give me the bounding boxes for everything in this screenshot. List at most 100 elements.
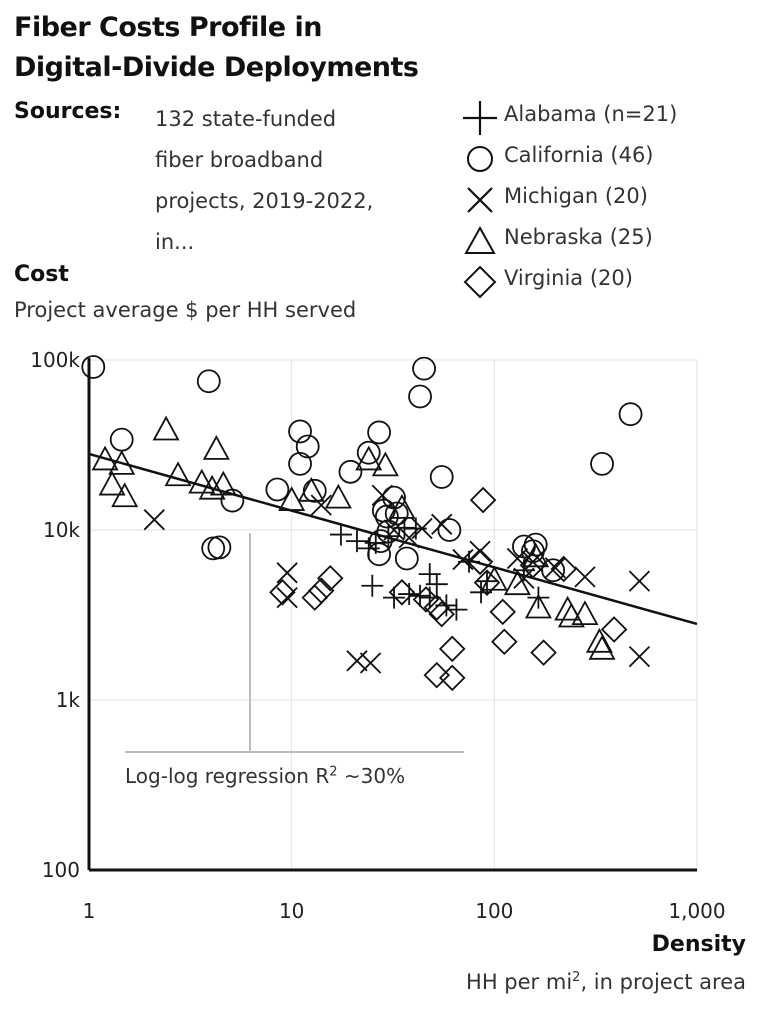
- x-axis-unit: HH per mi: [466, 970, 573, 994]
- nebraska-point: [480, 565, 508, 591]
- virginia-point: [530, 639, 557, 666]
- regression-annotation: Log-log regression R2 ~30%: [125, 764, 405, 788]
- california-point: [412, 356, 436, 381]
- x-tick-label: 1: [83, 899, 96, 923]
- california-point: [367, 542, 391, 567]
- nebraska-point: [188, 468, 216, 494]
- california-point: [356, 440, 381, 465]
- circle-marker-icon: [467, 146, 493, 172]
- legend-label: California (46): [504, 143, 654, 167]
- michigan-point: [276, 587, 298, 609]
- legend-label: Alabama (n=21): [504, 102, 678, 126]
- nebraska-point: [152, 415, 180, 441]
- x-axis-unit-suffix: , in project area: [580, 970, 746, 994]
- x-tick-label: 1,000: [668, 899, 725, 923]
- nebraska-point: [554, 595, 582, 621]
- virginia-point: [428, 600, 455, 628]
- nebraska-point: [524, 593, 552, 619]
- virginia-point: [423, 594, 451, 621]
- y-tick-label: 10k: [43, 518, 80, 542]
- michigan-point: [143, 509, 165, 531]
- legend-label: Virginia (20): [504, 266, 633, 290]
- nebraska-point: [209, 470, 237, 496]
- california-point: [437, 518, 462, 542]
- y-tick-label: 1k: [56, 688, 81, 712]
- legend-label: Michigan (20): [504, 184, 648, 208]
- michigan-point: [431, 513, 453, 535]
- virginia-point: [412, 586, 440, 613]
- virginia-point: [308, 577, 335, 604]
- virginia-point: [469, 486, 497, 514]
- virginia-point: [489, 598, 516, 626]
- california-point: [196, 369, 221, 394]
- california-point: [618, 402, 643, 427]
- michigan-point: [469, 540, 491, 562]
- regression-line: [88, 452, 698, 626]
- michigan-point: [276, 562, 298, 584]
- virginia-point: [316, 565, 344, 592]
- annotation-value: ~30%: [337, 764, 406, 788]
- x-axis-unit-superscript: 2: [572, 970, 581, 985]
- alabama-point: [425, 573, 448, 596]
- nebraska-point: [355, 445, 383, 471]
- nebraska-point: [571, 600, 599, 626]
- virginia-point: [491, 628, 518, 656]
- alabama-point: [527, 586, 550, 609]
- nebraska-point: [297, 476, 325, 502]
- virginia-point: [473, 569, 501, 596]
- axes: [87, 358, 697, 872]
- nebraska-point: [108, 449, 136, 475]
- california-point: [109, 427, 134, 452]
- michigan-point: [411, 517, 433, 540]
- nebraska-point: [503, 570, 531, 596]
- gridlines: [88, 359, 698, 871]
- michigan-point: [359, 652, 382, 674]
- x-marker-icon: [467, 187, 493, 213]
- alabama-point: [345, 530, 368, 553]
- title-line-2: Digital-Divide Deployments: [14, 52, 419, 83]
- california-point: [288, 451, 312, 476]
- diamond-marker-icon: [463, 265, 497, 299]
- nebraska-point: [202, 435, 230, 460]
- x-tick-label: 100: [475, 899, 513, 923]
- sources-line: fiber broadband: [155, 148, 324, 172]
- sources-line: in...: [155, 230, 195, 254]
- y-tick-label: 100: [42, 858, 80, 882]
- nebraska-point: [588, 634, 616, 660]
- california-point: [367, 420, 391, 445]
- michigan-point: [346, 650, 368, 672]
- nebraska-point: [585, 627, 613, 653]
- sources-label: Sources:: [14, 99, 122, 124]
- data-points: [81, 355, 651, 692]
- plus-marker-icon: [463, 101, 497, 135]
- chart-title: Fiber Costs Profile in Digital-Divide De…: [14, 8, 419, 88]
- nebraska-point: [91, 445, 119, 471]
- x-axis-title: Density: [651, 932, 746, 957]
- michigan-point: [522, 551, 544, 573]
- alabama-point: [409, 584, 432, 607]
- annotation-text: Log-log regression R: [125, 764, 330, 788]
- x-tick-label: 10: [279, 899, 304, 923]
- y-axis-title: Cost: [14, 262, 69, 287]
- michigan-point: [544, 557, 566, 579]
- michigan-point: [574, 566, 596, 588]
- regression-line-group: [88, 452, 698, 626]
- virginia-point: [466, 548, 494, 576]
- nebraska-point: [388, 493, 416, 519]
- virginia-point: [423, 661, 451, 689]
- tick-labels: 1 10 100 1,000 100 1k 10k 100k: [30, 348, 725, 923]
- california-point: [288, 419, 312, 444]
- alabama-point: [361, 574, 384, 597]
- nebraska-point: [98, 470, 126, 496]
- california-point: [376, 519, 401, 544]
- x-axis-subtitle: HH per mi2, in project area: [466, 970, 746, 994]
- virginia-point: [550, 555, 578, 583]
- california-point: [265, 477, 290, 502]
- title-line-1: Fiber Costs Profile in: [14, 12, 322, 43]
- california-point: [295, 434, 320, 459]
- sources-line: 132 state-funded: [155, 107, 337, 131]
- virginia-point: [301, 584, 329, 611]
- annotation-callout: [125, 533, 464, 753]
- california-point: [338, 459, 363, 484]
- california-point: [394, 546, 419, 571]
